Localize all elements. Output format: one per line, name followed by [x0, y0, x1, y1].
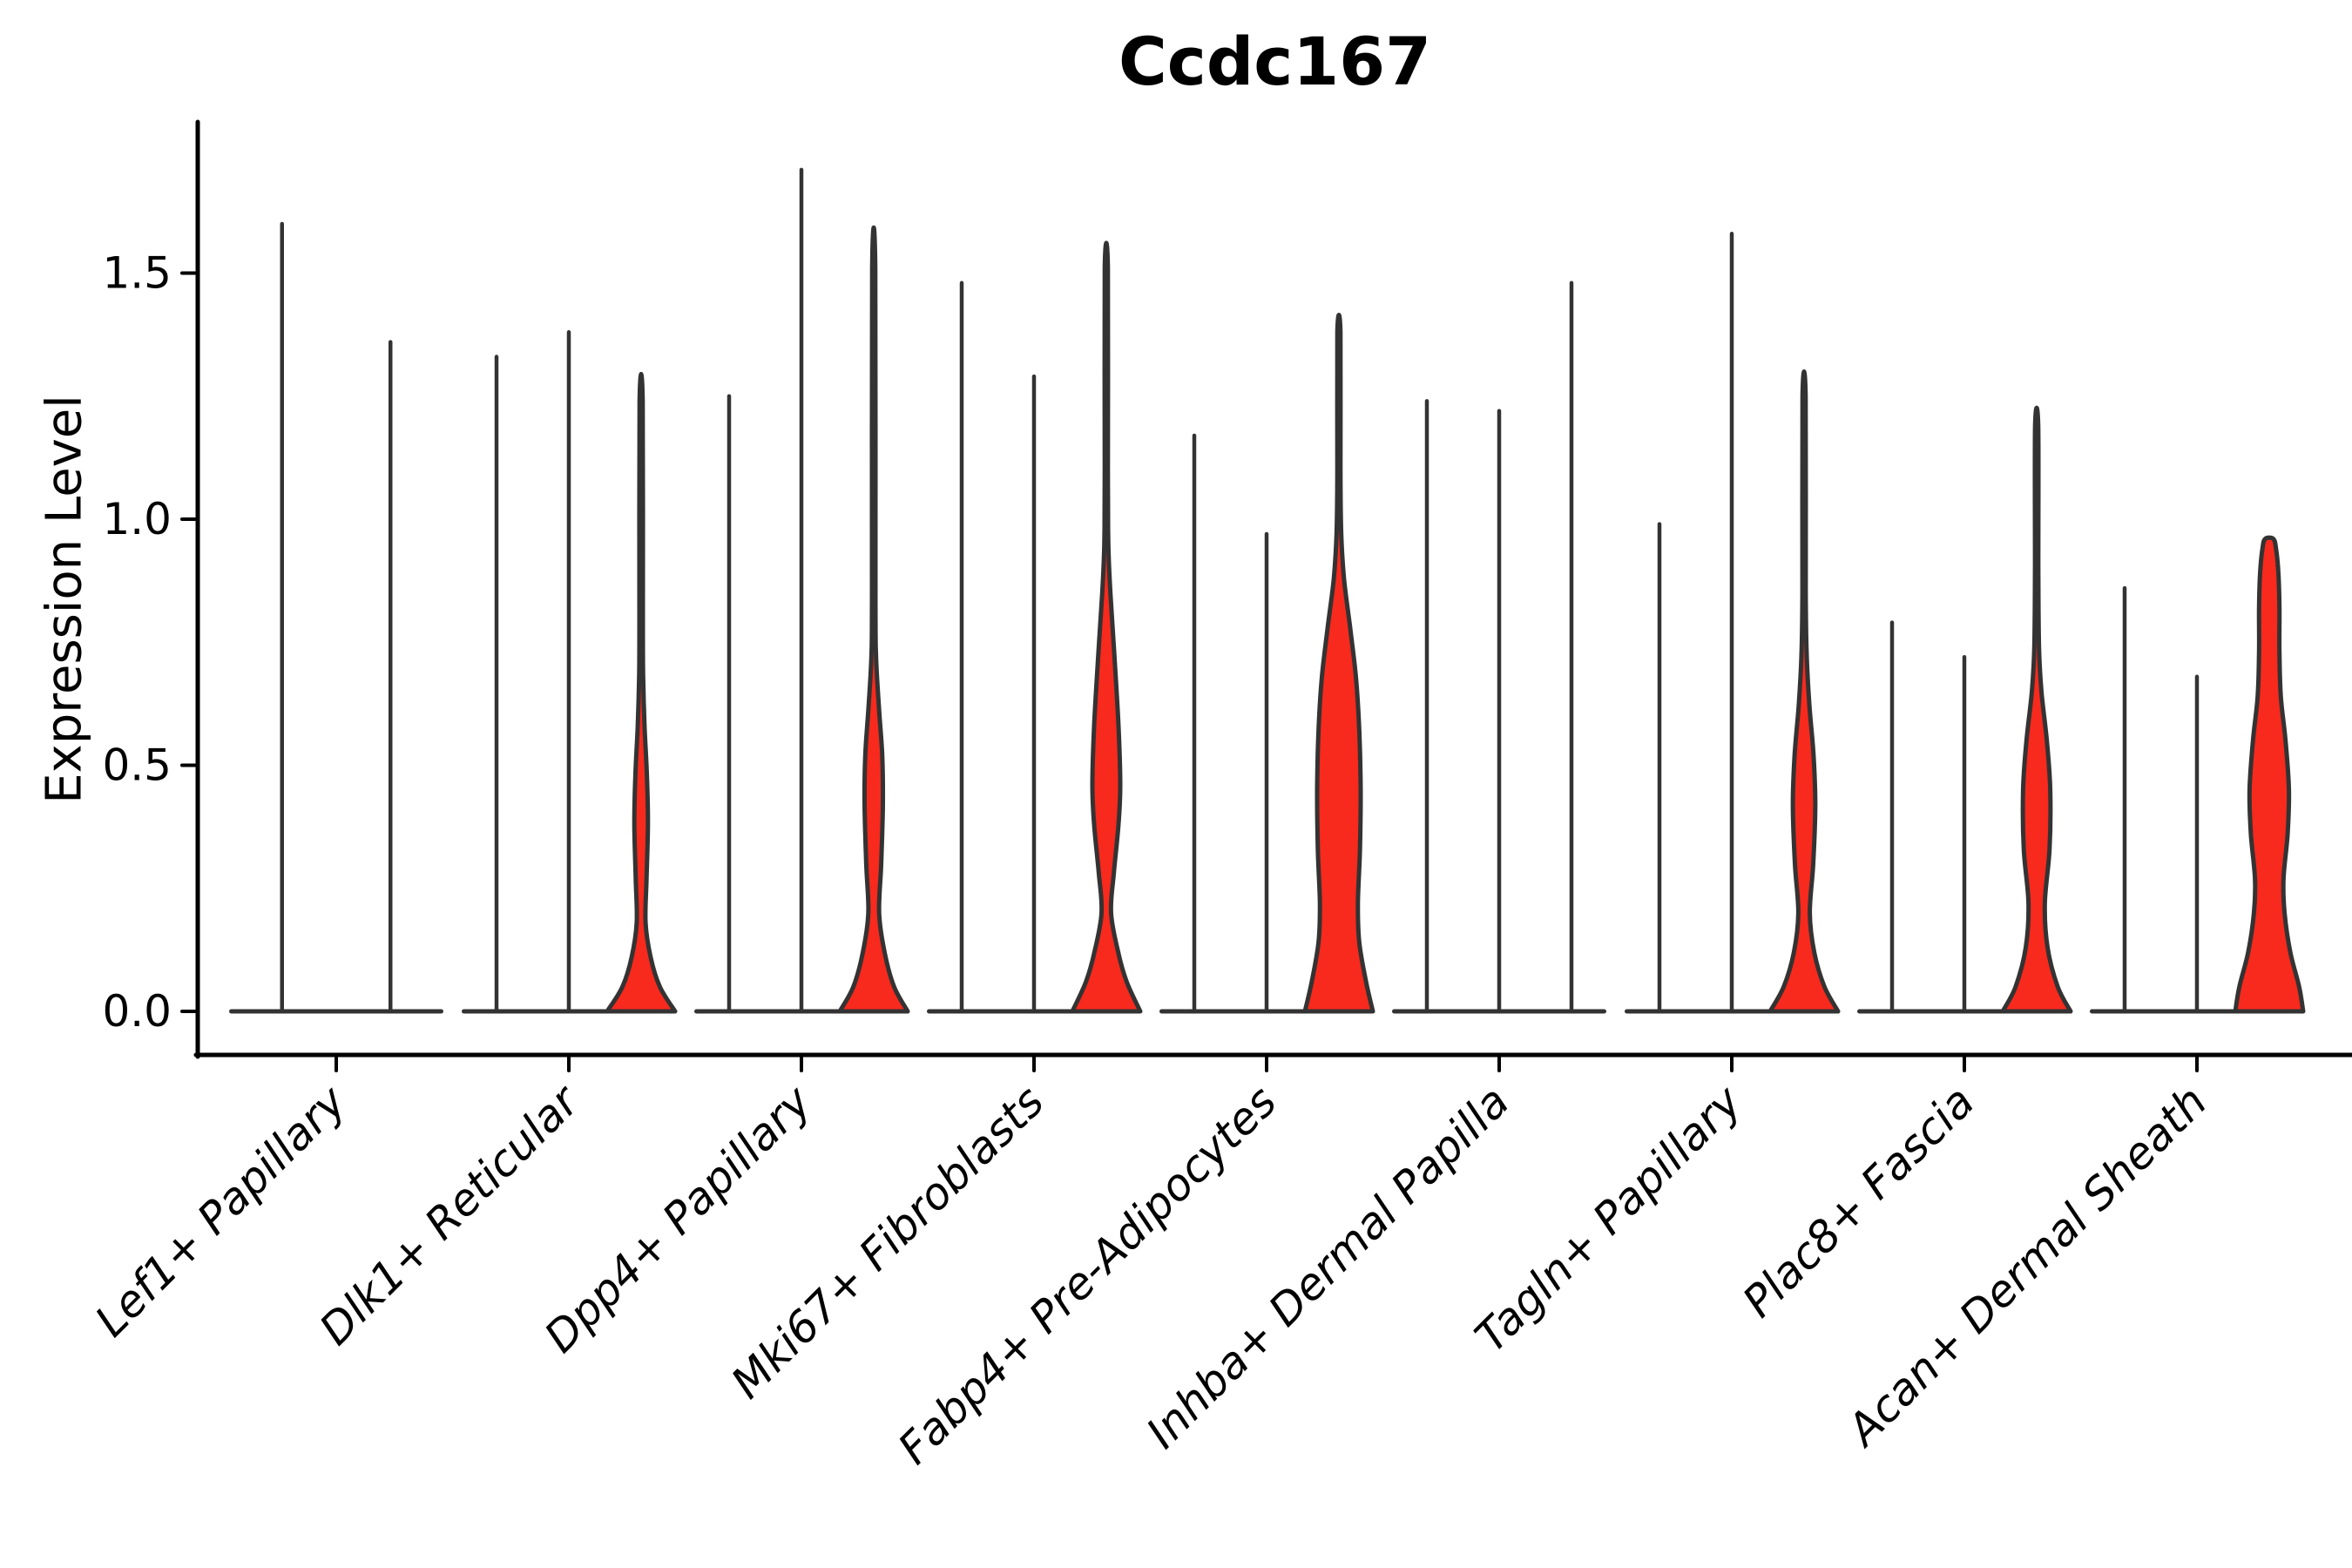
violin-body	[1070, 240, 1143, 1014]
violin-body	[1302, 313, 1375, 1014]
chart-title: Ccdc167	[1119, 23, 1431, 100]
violin-body	[1767, 369, 1841, 1014]
x-tick-label: Lef1+ Papillary	[85, 1075, 356, 1346]
y-tick-label: 0.5	[102, 740, 172, 791]
x-tick-label: Fabp4+ Pre-Adipocytes	[889, 1076, 1287, 1474]
y-tick-label: 1.0	[102, 494, 172, 544]
x-tick-label: Plac8+ Fascia	[1734, 1076, 1984, 1327]
violin-body	[605, 371, 678, 1014]
y-tick-label: 1.5	[102, 248, 172, 299]
violin-body	[837, 225, 910, 1014]
violin-body	[2000, 405, 2073, 1014]
violin-body	[2233, 535, 2306, 1014]
y-tick-label: 0.0	[102, 986, 172, 1037]
